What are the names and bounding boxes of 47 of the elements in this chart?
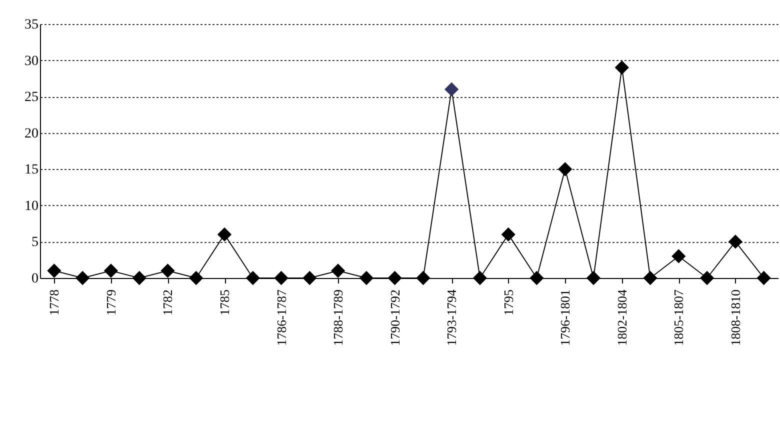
x-tick-label: 1786-1787 (274, 289, 289, 346)
y-tick-label: 10 (24, 198, 38, 214)
point (558, 162, 572, 176)
point (700, 270, 714, 286)
x-tick-label: 1805-1807 (671, 289, 686, 346)
point (530, 270, 544, 286)
point (217, 227, 232, 242)
y-tick-label: 30 (24, 54, 38, 69)
point (672, 249, 686, 264)
x-tick-label: 1779 (103, 290, 118, 316)
point (246, 270, 260, 286)
point (501, 227, 516, 242)
y-tick-label: 15 (24, 162, 38, 178)
y-tick-label: 25 (24, 90, 38, 106)
point (160, 264, 175, 278)
point (643, 270, 658, 286)
point (302, 270, 317, 286)
point (47, 264, 62, 278)
point (132, 270, 146, 286)
point (756, 270, 771, 286)
x-tick-label: 1778 (46, 290, 62, 316)
point (388, 270, 402, 286)
y-tick-label: 35 (24, 18, 38, 32)
point (472, 270, 488, 286)
x-tick-label: 1785 (217, 290, 232, 316)
y-tick-label: 0 (32, 272, 38, 286)
point (359, 270, 374, 286)
x-tick-label: 1802-1804 (614, 289, 630, 346)
point (586, 270, 601, 286)
point (416, 270, 430, 286)
point (444, 82, 459, 96)
x-tick-label: 1790-1792 (387, 290, 402, 346)
point (330, 264, 346, 278)
x-tick-label: 1793-1794 (444, 289, 460, 346)
x-tick-label: 1795 (500, 290, 516, 316)
point (104, 264, 118, 278)
point (189, 270, 204, 286)
y-tick-label: 20 (24, 126, 38, 142)
x-tick-label: 1796-1801 (558, 290, 573, 346)
point (76, 270, 90, 286)
x-tick-label: 1782 (160, 290, 176, 316)
y-tick-label: 5 (32, 235, 38, 250)
point (614, 60, 629, 75)
point (274, 270, 288, 286)
x-tick-label: 1808-1810 (728, 290, 743, 346)
x-tick-label: 1788-1789 (330, 290, 346, 346)
point (728, 234, 742, 249)
